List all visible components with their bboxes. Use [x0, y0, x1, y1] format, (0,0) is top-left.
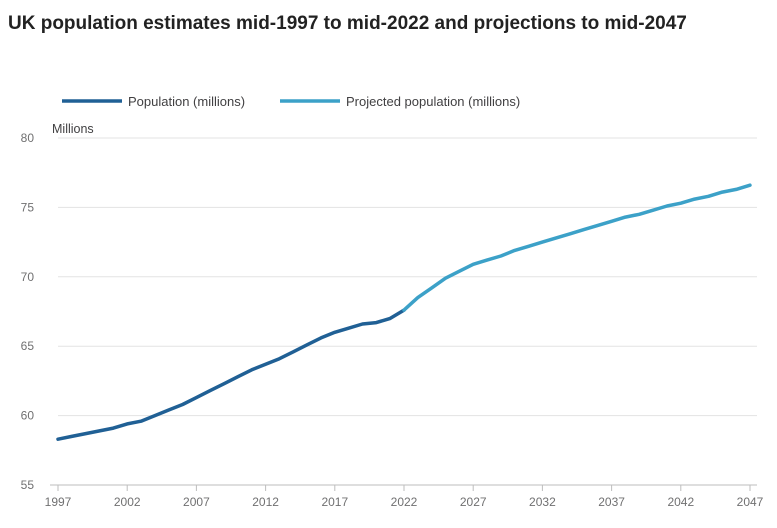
- x-tick-label-2002: 2002: [114, 495, 141, 509]
- series-line-population: [56, 308, 406, 441]
- x-axis: 1997 2002 2007 2012 2017 2022 2027 2032 2037 2042…: [45, 484, 764, 509]
- y-tick-label-55: 55: [21, 478, 35, 492]
- x-tick-label-2032: 2032: [529, 495, 556, 509]
- x-tick-label-2022: 2022: [391, 495, 418, 509]
- y-tick-label-70: 70: [21, 270, 35, 284]
- x-tick-label-2027: 2027: [460, 495, 487, 509]
- x-tick-label-2042: 2042: [667, 495, 694, 509]
- legend: Population (millions) Projected populati…: [62, 94, 520, 109]
- x-tick-label-2017: 2017: [321, 495, 348, 509]
- x-tick-label-2037: 2037: [598, 495, 625, 509]
- legend-label-projected: Projected population (millions): [346, 94, 520, 109]
- x-tick-label-2012: 2012: [252, 495, 279, 509]
- chart-title: UK population estimates mid-1997 to mid-…: [8, 13, 687, 34]
- y-tick-label-80: 80: [21, 131, 35, 145]
- x-tick-label-1997: 1997: [45, 495, 72, 509]
- series-line-projected: [402, 183, 752, 312]
- y-axis-unit-label: Millions: [52, 122, 94, 136]
- y-tick-label-75: 75: [21, 200, 35, 214]
- legend-label-population: Population (millions): [128, 94, 245, 109]
- y-tick-label-60: 60: [21, 409, 35, 423]
- y-axis: 55 60 65 70 75 80: [21, 131, 35, 492]
- grid-layer: [58, 137, 757, 417]
- x-tick-label-2007: 2007: [183, 495, 210, 509]
- x-tick-label-2047: 2047: [737, 495, 764, 509]
- series-layer: [56, 183, 752, 441]
- y-tick-label-65: 65: [21, 339, 35, 353]
